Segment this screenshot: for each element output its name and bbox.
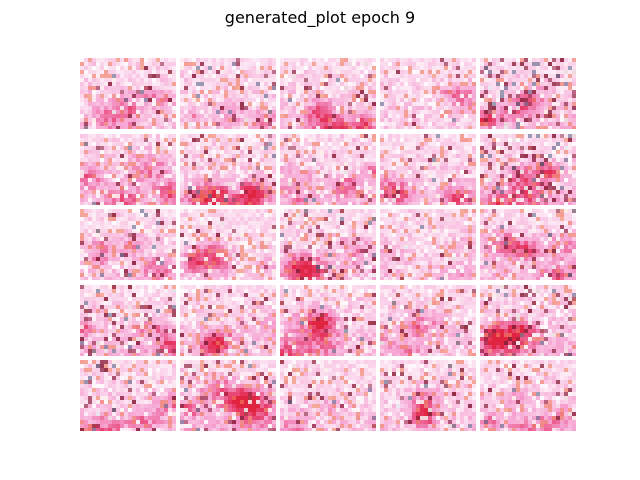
generated-sample-tile: [80, 133, 176, 205]
generated-sample-tile: [380, 209, 476, 280]
generated-sample-tile: [380, 284, 476, 356]
generated-sample-tile: [380, 58, 476, 129]
generated-sample-tile: [280, 284, 376, 356]
generated-sample-tile: [180, 58, 276, 129]
generated-sample-tile: [480, 58, 576, 129]
generated-sample-tile: [380, 360, 476, 431]
generated-sample-tile: [480, 133, 576, 205]
generated-sample-tile: [480, 360, 576, 431]
generated-sample-tile: [480, 284, 576, 356]
generated-sample-tile: [80, 58, 176, 129]
generated-sample-tile: [380, 133, 476, 205]
generated-sample-tile: [280, 360, 376, 431]
generated-sample-tile: [80, 284, 176, 356]
generated-sample-tile: [80, 209, 176, 280]
figure-title: generated_plot epoch 9: [224, 8, 416, 27]
generated-sample-tile: [280, 209, 376, 280]
generated-sample-tile: [480, 209, 576, 280]
generated-sample-tile: [280, 58, 376, 129]
generated-sample-tile: [180, 209, 276, 280]
generated-sample-tile: [280, 133, 376, 205]
generated-sample-tile: [180, 360, 276, 431]
generated-sample-tile: [80, 360, 176, 431]
generated-sample-tile: [180, 284, 276, 356]
generated-image-grid: [80, 58, 576, 431]
generated-sample-tile: [180, 133, 276, 205]
